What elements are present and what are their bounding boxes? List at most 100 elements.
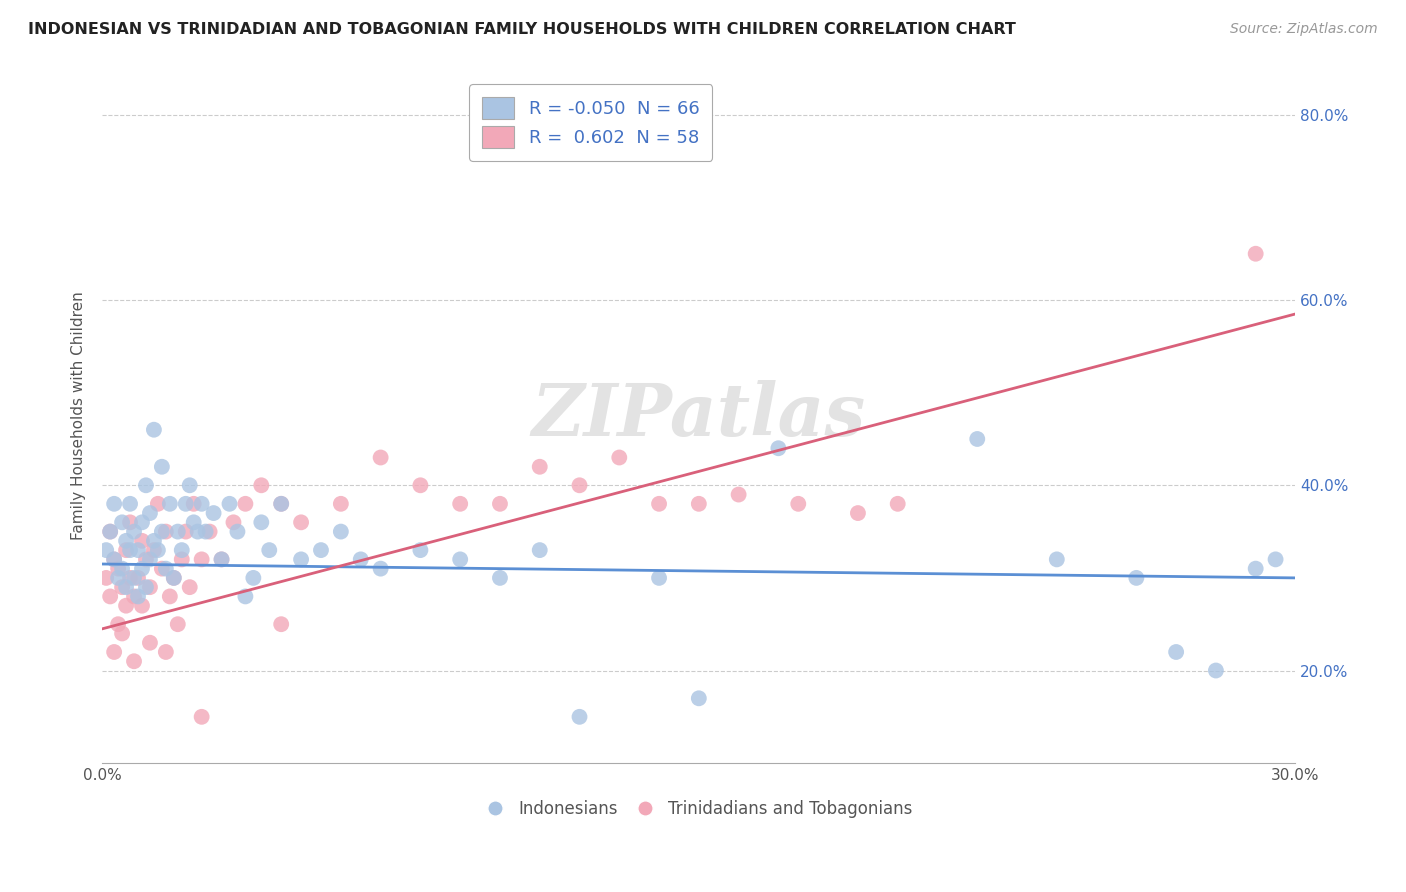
- Point: [131, 516, 153, 530]
- Point: [115, 599, 138, 613]
- Point: [222, 516, 245, 530]
- Point: [142, 533, 165, 548]
- Point: [489, 571, 512, 585]
- Point: [259, 543, 281, 558]
- Point: [150, 524, 173, 539]
- Point: [127, 543, 149, 558]
- Point: [1125, 571, 1147, 585]
- Point: [107, 571, 129, 585]
- Point: [966, 432, 988, 446]
- Point: [529, 459, 551, 474]
- Point: [250, 478, 273, 492]
- Point: [170, 552, 193, 566]
- Point: [122, 571, 145, 585]
- Point: [127, 590, 149, 604]
- Point: [568, 478, 591, 492]
- Point: [142, 423, 165, 437]
- Point: [139, 506, 162, 520]
- Point: [139, 636, 162, 650]
- Point: [115, 533, 138, 548]
- Point: [166, 524, 188, 539]
- Point: [139, 580, 162, 594]
- Point: [96, 543, 118, 558]
- Point: [1264, 552, 1286, 566]
- Point: [174, 524, 197, 539]
- Point: [309, 543, 332, 558]
- Point: [187, 524, 209, 539]
- Point: [122, 590, 145, 604]
- Point: [150, 561, 173, 575]
- Point: [131, 561, 153, 575]
- Point: [270, 497, 292, 511]
- Point: [98, 524, 121, 539]
- Point: [96, 571, 118, 585]
- Point: [107, 617, 129, 632]
- Y-axis label: Family Households with Children: Family Households with Children: [72, 292, 86, 541]
- Point: [218, 497, 240, 511]
- Point: [1046, 552, 1069, 566]
- Point: [174, 497, 197, 511]
- Point: [135, 478, 157, 492]
- Point: [648, 571, 671, 585]
- Point: [290, 516, 312, 530]
- Legend: Indonesians, Trinidadians and Tobagonians: Indonesians, Trinidadians and Tobagonian…: [478, 793, 920, 824]
- Point: [607, 450, 630, 465]
- Point: [103, 552, 125, 566]
- Point: [118, 497, 141, 511]
- Point: [146, 497, 169, 511]
- Point: [118, 543, 141, 558]
- Point: [529, 543, 551, 558]
- Text: Source: ZipAtlas.com: Source: ZipAtlas.com: [1230, 22, 1378, 37]
- Point: [270, 617, 292, 632]
- Point: [190, 710, 212, 724]
- Point: [118, 516, 141, 530]
- Point: [111, 561, 134, 575]
- Point: [202, 506, 225, 520]
- Point: [159, 497, 181, 511]
- Point: [290, 552, 312, 566]
- Point: [159, 590, 181, 604]
- Point: [122, 654, 145, 668]
- Point: [142, 543, 165, 558]
- Point: [131, 533, 153, 548]
- Point: [103, 497, 125, 511]
- Point: [111, 580, 134, 594]
- Point: [329, 497, 352, 511]
- Point: [115, 543, 138, 558]
- Point: [115, 580, 138, 594]
- Point: [111, 626, 134, 640]
- Point: [150, 459, 173, 474]
- Point: [211, 552, 233, 566]
- Point: [190, 497, 212, 511]
- Text: ZIPatlas: ZIPatlas: [531, 380, 866, 451]
- Point: [329, 524, 352, 539]
- Point: [250, 516, 273, 530]
- Point: [139, 552, 162, 566]
- Point: [568, 710, 591, 724]
- Point: [155, 561, 177, 575]
- Point: [409, 543, 432, 558]
- Point: [170, 543, 193, 558]
- Point: [179, 580, 201, 594]
- Point: [489, 497, 512, 511]
- Point: [146, 543, 169, 558]
- Point: [235, 590, 257, 604]
- Point: [131, 599, 153, 613]
- Point: [103, 645, 125, 659]
- Point: [211, 552, 233, 566]
- Point: [886, 497, 908, 511]
- Point: [194, 524, 217, 539]
- Point: [122, 524, 145, 539]
- Point: [163, 571, 186, 585]
- Point: [183, 497, 205, 511]
- Point: [688, 691, 710, 706]
- Point: [727, 487, 749, 501]
- Point: [350, 552, 373, 566]
- Point: [111, 516, 134, 530]
- Point: [1244, 561, 1267, 575]
- Point: [1205, 664, 1227, 678]
- Point: [166, 617, 188, 632]
- Point: [127, 571, 149, 585]
- Point: [449, 497, 471, 511]
- Point: [409, 478, 432, 492]
